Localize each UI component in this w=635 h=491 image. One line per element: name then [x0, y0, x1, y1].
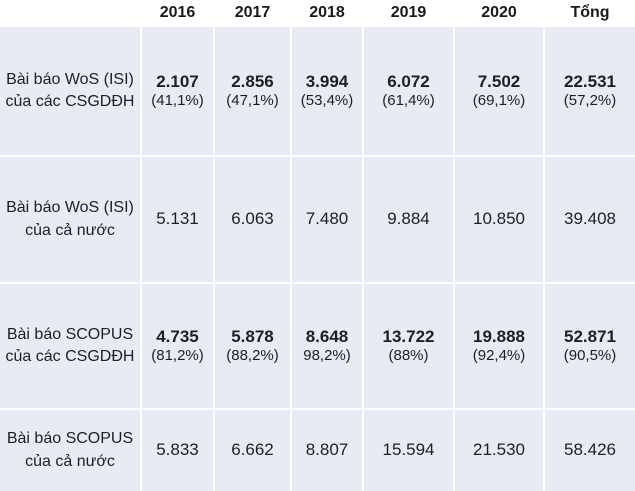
value-cell: 4.735 (81,2%)	[142, 284, 213, 408]
header-cell-2018: 2018	[292, 0, 362, 25]
value-cell: 3.994 (53,4%)	[292, 27, 362, 155]
value: 5.833	[156, 440, 199, 460]
value-cell: 6.662	[215, 410, 290, 491]
row-label-scopus-country: Bài báo SCOPUS của cả nước	[0, 410, 140, 491]
value-cell: 6.072 (61,4%)	[364, 27, 453, 155]
value: 19.888	[473, 326, 525, 346]
header-cell-empty	[0, 0, 140, 25]
value-cell: 13.722 (88%)	[364, 284, 453, 408]
percent: 98,2%)	[303, 347, 351, 365]
header-cell-2016: 2016	[142, 0, 213, 25]
value: 15.594	[382, 440, 435, 460]
percent: (47,1%)	[226, 92, 279, 110]
value: 7.502	[477, 71, 521, 91]
value-cell: 6.063	[215, 157, 290, 282]
value: 5.878	[231, 326, 274, 346]
header-cell-total: Tổng	[545, 0, 635, 25]
value: 2.107	[156, 71, 199, 91]
value-cell: 21.530	[455, 410, 543, 491]
value: 6.072	[387, 71, 430, 91]
value: 5.131	[156, 209, 199, 229]
row-label-wos-country: Bài báo WoS (ISI) của cả nước	[0, 157, 140, 282]
value-cell: 8.807	[292, 410, 362, 491]
row-label-scopus-csgddh: Bài báo SCOPUS của các CSGDĐH	[0, 284, 140, 408]
value-cell: 19.888 (92,4%)	[455, 284, 543, 408]
header-cell-2019: 2019	[364, 0, 453, 25]
value: 13.722	[382, 326, 435, 346]
percent: (90,5%)	[563, 347, 617, 365]
percent: (53,4%)	[300, 92, 354, 110]
value: 8.807	[305, 440, 349, 460]
value-cell: 8.648 98,2%)	[292, 284, 362, 408]
value: 7.480	[305, 209, 349, 229]
value-cell: 9.884	[364, 157, 453, 282]
value-cell: 58.426	[545, 410, 635, 491]
percent: (88%)	[388, 347, 429, 365]
value-cell: 7.480	[292, 157, 362, 282]
header-cell-2017: 2017	[215, 0, 290, 25]
value-cell: 7.502 (69,1%)	[455, 27, 543, 155]
percent: (41,1%)	[151, 92, 204, 110]
value-cell: 5.878 (88,2%)	[215, 284, 290, 408]
value-cell: 22.531 (57,2%)	[545, 27, 635, 155]
value-cell: 2.856 (47,1%)	[215, 27, 290, 155]
value-cell: 52.871 (90,5%)	[545, 284, 635, 408]
value: 4.735	[156, 326, 199, 346]
row-label-wos-csgddh: Bài báo WoS (ISI) của các CSGDĐH	[0, 27, 140, 155]
value-cell: 39.408	[545, 157, 635, 282]
value: 8.648	[305, 326, 349, 346]
value-cell: 2.107 (41,1%)	[142, 27, 213, 155]
value: 2.856	[231, 71, 274, 91]
value: 10.850	[473, 209, 525, 229]
percent: (92,4%)	[472, 347, 526, 365]
value: 3.994	[305, 71, 349, 91]
value: 52.871	[564, 326, 616, 346]
value: 39.408	[564, 209, 616, 229]
percent: (61,4%)	[382, 92, 435, 110]
percent: (69,1%)	[472, 92, 526, 110]
value: 58.426	[564, 440, 616, 460]
percent: (88,2%)	[226, 347, 279, 365]
value: 9.884	[387, 209, 430, 229]
value-cell: 10.850	[455, 157, 543, 282]
value: 21.530	[473, 440, 525, 460]
value-cell: 5.131	[142, 157, 213, 282]
percent: (57,2%)	[563, 92, 617, 110]
header-cell-2020: 2020	[455, 0, 543, 25]
value-cell: 15.594	[364, 410, 453, 491]
value: 6.063	[231, 209, 274, 229]
value: 6.662	[231, 440, 274, 460]
percent: (81,2%)	[151, 347, 204, 365]
value-cell: 5.833	[142, 410, 213, 491]
value: 22.531	[564, 71, 616, 91]
